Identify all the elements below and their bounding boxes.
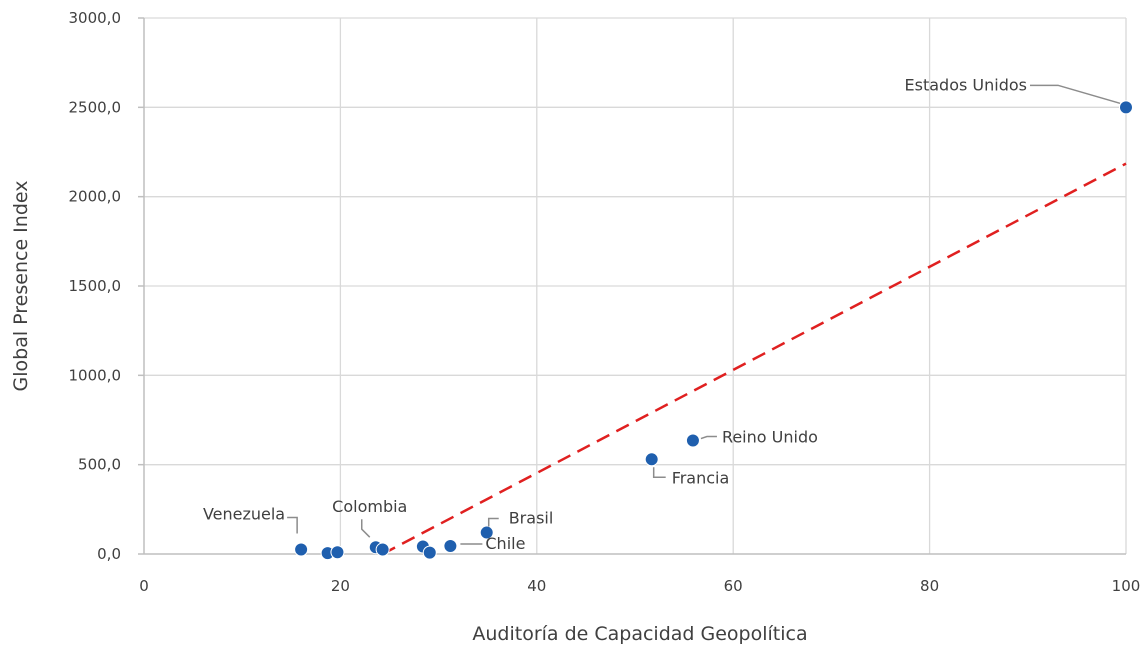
y-tick-label: 1500,0 (69, 277, 122, 295)
data-points (294, 100, 1133, 561)
data-point (375, 542, 390, 557)
y-tick-label: 0,0 (97, 545, 121, 563)
data-point (294, 542, 309, 557)
data-point (1119, 100, 1133, 115)
axes: 0 20 40 60 80 1000,0500,01000,01500,02000,025… (69, 9, 1141, 595)
point-label: Estados Unidos (905, 75, 1027, 94)
data-point (330, 545, 345, 560)
grid-lines (144, 17, 1127, 554)
point-label: Brasil (509, 509, 554, 528)
point-annotations: Venezuela Colombia Chile Brasil Francia Reino… (203, 75, 1121, 553)
data-point (685, 433, 700, 448)
y-tick-label: 1000,0 (69, 366, 122, 384)
annotation-leader (652, 467, 666, 479)
y-tick-label: 3000,0 (69, 9, 122, 27)
y-tick-label: 500,0 (78, 456, 121, 474)
point-label: Reino Unido (722, 428, 818, 447)
annotation-leader (287, 516, 298, 534)
x-tick-label: 20 (331, 577, 350, 595)
data-point (479, 525, 494, 540)
data-point (443, 538, 458, 553)
x-tick-label: 0 (139, 577, 149, 595)
trendline-group (382, 162, 1127, 556)
data-point (422, 545, 437, 560)
annotation-leader (487, 517, 499, 527)
x-tick-label: 40 (527, 577, 546, 595)
point-label: Chile (485, 534, 525, 553)
x-tick-label: 80 (920, 577, 939, 595)
y-tick-label: 2500,0 (69, 98, 122, 116)
point-label: Colombia (332, 497, 407, 516)
data-point (644, 452, 659, 467)
point-label: Venezuela (203, 505, 285, 524)
x-tick-label: 60 (724, 577, 743, 595)
annotation-leader (700, 435, 717, 440)
x-tick-label: 100 (1112, 577, 1141, 595)
x-axis-title: Auditoría de Capacidad Geopolítica (472, 623, 807, 645)
y-tick-label: 2000,0 (69, 188, 122, 206)
point-label: Francia (672, 468, 730, 487)
y-axis-title: Global Presence Index (10, 181, 32, 392)
trendline (382, 162, 1127, 556)
annotation-leader (1030, 84, 1121, 105)
annotation-leader (361, 519, 371, 538)
